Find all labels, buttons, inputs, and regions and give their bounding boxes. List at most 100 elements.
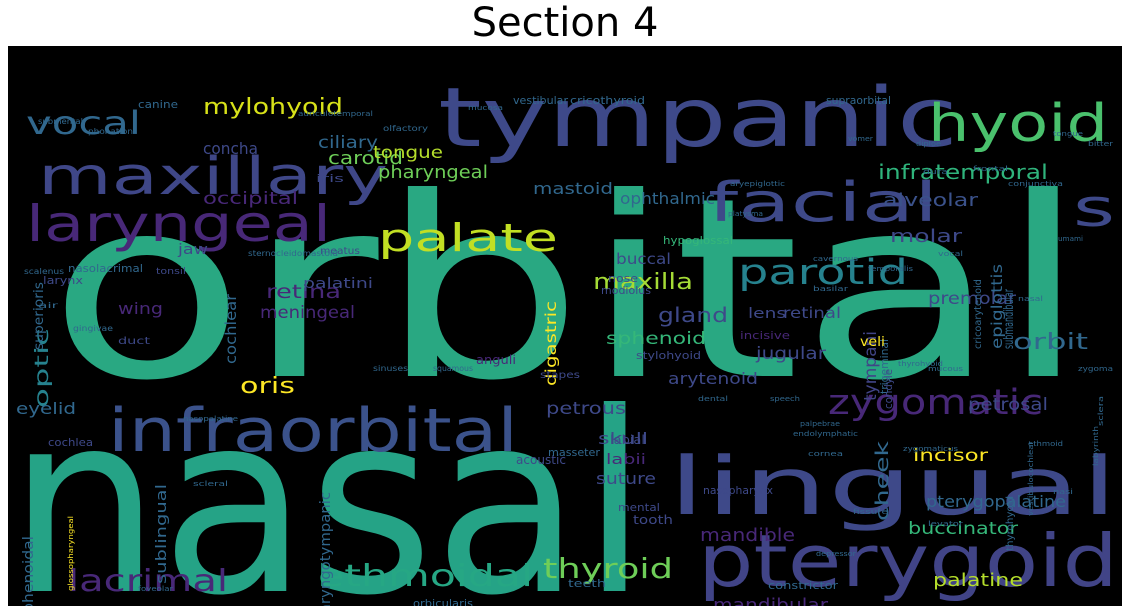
word-pterygoid: pterygoid bbox=[698, 519, 1118, 603]
word-dura: dura bbox=[923, 168, 948, 176]
word-vocal: vocal bbox=[26, 104, 141, 142]
word-trigeminal: trigeminal bbox=[878, 339, 891, 394]
word-optic: optic bbox=[31, 328, 53, 408]
word-pterygopalatine: pterygopalatine bbox=[926, 492, 1066, 511]
word-incisor: incisor bbox=[913, 446, 988, 466]
word-occipital: occipital bbox=[203, 189, 298, 209]
word-basilar: basilar bbox=[813, 285, 848, 293]
word-sublingual: sublingual bbox=[154, 484, 170, 584]
word-vocal: vocal bbox=[938, 250, 963, 258]
word-pharyngeal: pharyngeal bbox=[378, 162, 488, 183]
word-sclera: sclera bbox=[1097, 396, 1105, 426]
word-ethmoidal: ethmoidal bbox=[318, 559, 533, 594]
word-alveolar: alveolar bbox=[883, 190, 979, 211]
word-scleral: scleral bbox=[193, 480, 228, 488]
word-palate: palate bbox=[378, 216, 558, 260]
word-nasopharynx: nasopharynx bbox=[703, 484, 773, 497]
word-nasal: nasal bbox=[8, 359, 648, 606]
word-lens: lens bbox=[748, 306, 786, 322]
word-retinal: retinal bbox=[783, 304, 841, 322]
word-mandible: mandible bbox=[700, 525, 795, 546]
word-teeth: teeth bbox=[568, 577, 606, 590]
word-aryepiglottic: aryepiglottic bbox=[730, 180, 785, 188]
word-sinuses: sinuses bbox=[373, 364, 408, 373]
word-levator: levator bbox=[928, 520, 963, 528]
word-sphenoidal: sphenoidal bbox=[21, 536, 37, 606]
word-nasolacrimal: nasolacrimal bbox=[68, 262, 143, 275]
word-tongue: tongue bbox=[373, 143, 443, 163]
word-pharyngotympanic: pharyngotympanic bbox=[318, 492, 334, 606]
word-skull: skull bbox=[598, 429, 648, 448]
word-orbicularis: orbicularis bbox=[413, 597, 473, 606]
word-temporalis: temporalis bbox=[868, 265, 913, 273]
word-vomer: vomer bbox=[848, 135, 873, 143]
word-cloud: orbital nasal lingual tympanic pterygoid maxi… bbox=[8, 46, 1122, 606]
word-lacrimal: lacrimal bbox=[68, 564, 228, 599]
word-retina: retina bbox=[266, 281, 341, 303]
word-wing: wing bbox=[118, 299, 163, 318]
word-cornea: cornea bbox=[808, 450, 843, 458]
word-meningeal: meningeal bbox=[260, 303, 355, 323]
word-vestibulocochlear: vestibulocochlear bbox=[1027, 441, 1035, 516]
word-olfactory: olfactory bbox=[383, 124, 428, 133]
word-palpebrae: palpebrae bbox=[800, 420, 840, 428]
word-infratemporal: infratemporal bbox=[878, 160, 1048, 184]
word-ethmoid: ethmoid bbox=[1028, 440, 1063, 448]
word-maxilla: maxilla bbox=[593, 270, 693, 295]
word-thyroid: thyroid bbox=[543, 552, 673, 585]
word-foveolar: foveolar bbox=[138, 585, 173, 593]
word-s: s bbox=[1073, 179, 1115, 239]
chart-title: Section 4 bbox=[471, 0, 659, 46]
word-air: air bbox=[38, 301, 59, 310]
word-squamous: squamous bbox=[433, 364, 473, 373]
word-palatine: palatine bbox=[933, 570, 1023, 591]
word-umami: umami bbox=[1058, 235, 1083, 243]
word-mandibular: mandibular bbox=[713, 595, 829, 606]
word-glossopharyngeal: glossopharyngeal bbox=[67, 516, 75, 591]
word-thyrohyoid: thyrohyoid bbox=[1005, 496, 1016, 551]
word-carotid: carotid bbox=[328, 148, 403, 169]
word-laryngeal: laryngeal bbox=[26, 195, 331, 253]
word-premolar: premolar bbox=[928, 289, 1016, 309]
word-phonation: phonation bbox=[88, 127, 133, 136]
word-depressor: depressor bbox=[816, 550, 856, 558]
word-mucous: mucous bbox=[928, 365, 963, 373]
word-zygomatic: zygomatic bbox=[828, 383, 1043, 423]
word-ciliary: ciliary bbox=[318, 133, 378, 153]
word-endolymphatic: endolymphatic bbox=[793, 430, 858, 438]
word-cheek: cheek bbox=[872, 440, 893, 521]
word-acoustic: acoustic bbox=[516, 453, 566, 467]
word-gland: gland bbox=[658, 303, 728, 327]
word-diploe: diploe bbox=[916, 140, 941, 148]
word-conjunctiva: conjunctiva bbox=[1008, 180, 1063, 188]
word-condyle: condyle bbox=[882, 369, 895, 409]
word-facial: facial bbox=[708, 171, 938, 234]
word-sphenoid: sphenoid bbox=[606, 329, 706, 349]
word-nasi: nasi bbox=[1053, 488, 1073, 496]
word-hypoglossal: hypoglossal bbox=[663, 234, 733, 247]
word-frontal: frontal bbox=[973, 165, 1008, 173]
word-tooth: tooth bbox=[633, 513, 673, 527]
word-mucosa: mucosa bbox=[468, 104, 503, 112]
word-hyoid: hyoid bbox=[928, 94, 1108, 154]
word-masseter: masseter bbox=[548, 446, 600, 459]
word-palatini: palatini bbox=[303, 276, 373, 292]
word-vestibular: vestibular bbox=[513, 94, 568, 107]
word-dental: dental bbox=[698, 395, 728, 403]
word-larynx: larynx bbox=[43, 274, 84, 287]
word-nasal: nasal bbox=[1018, 295, 1043, 303]
word-cochlear: cochlear bbox=[222, 293, 240, 364]
word-epiglottis: epiglottis bbox=[988, 264, 1006, 349]
word-jugular: jugular bbox=[755, 344, 826, 364]
word-buccal: buccal bbox=[616, 250, 671, 268]
word-labial: labial bbox=[610, 433, 645, 447]
word-maxillary: maxillary bbox=[38, 147, 388, 207]
word-stylohyoid: stylohyoid bbox=[636, 349, 701, 362]
word-sternocleidomastoid: sternocleidomastoid bbox=[248, 249, 338, 258]
word-petrosal: petrosal bbox=[968, 395, 1048, 415]
word-speech: speech bbox=[770, 395, 800, 403]
word-tympani: tympani bbox=[861, 331, 881, 401]
word-parotid: parotid bbox=[738, 253, 908, 293]
word-ophthalmic: ophthalmic bbox=[620, 189, 715, 208]
word-tonsil: tonsil bbox=[156, 267, 186, 277]
